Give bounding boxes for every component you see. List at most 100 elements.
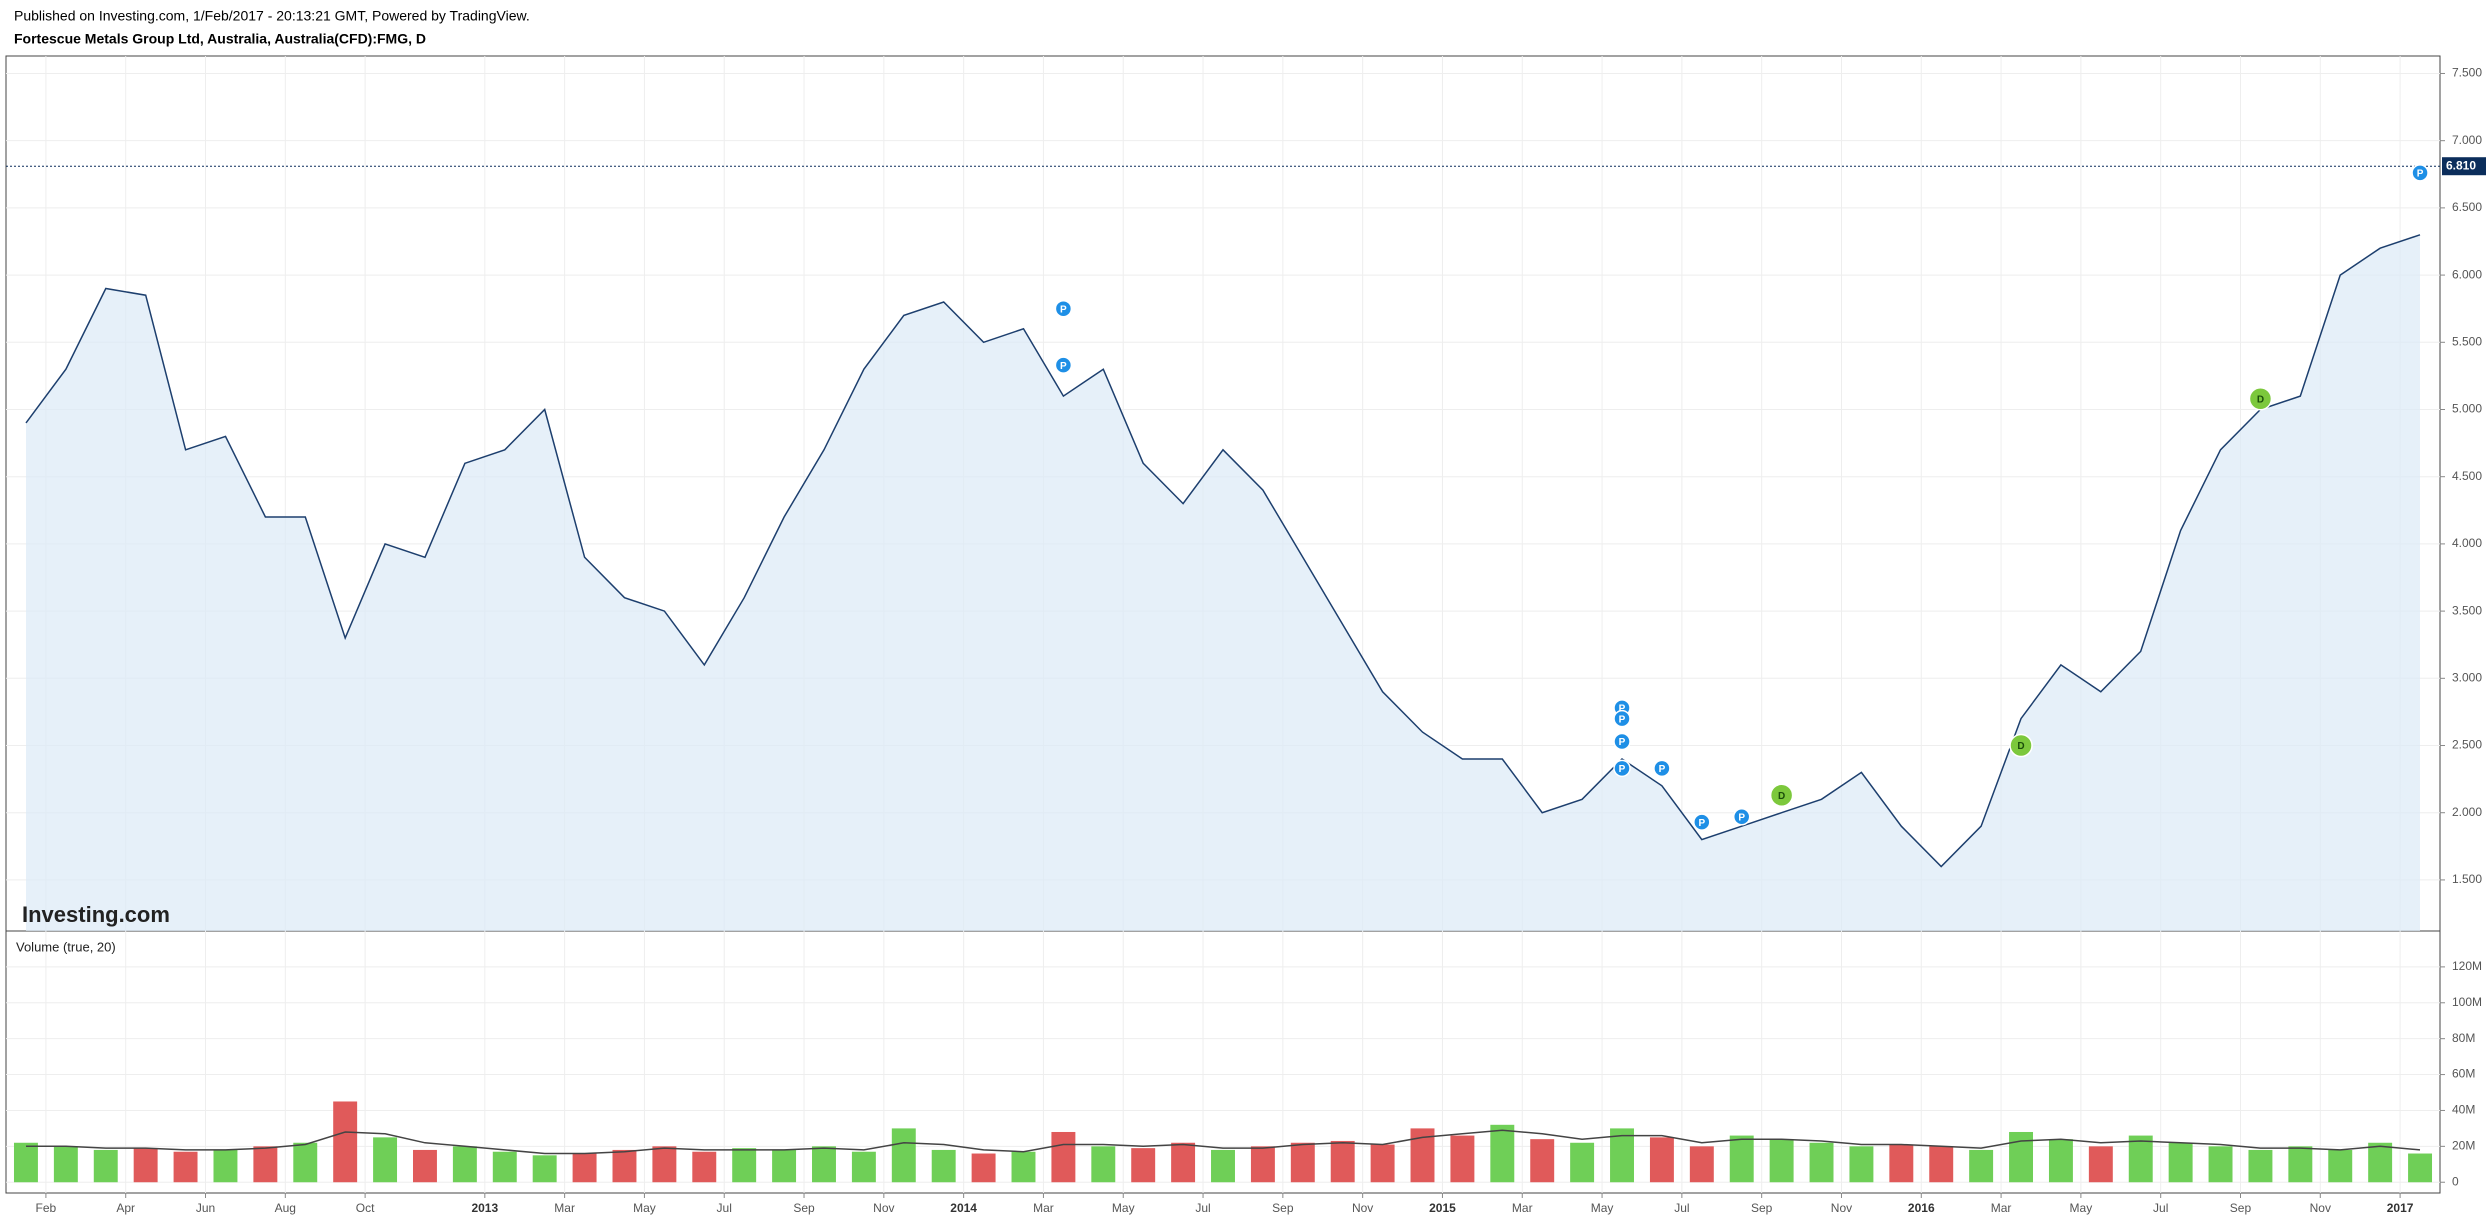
x-tick-label: Jul <box>2153 1201 2168 1215</box>
volume-bar <box>213 1149 238 1183</box>
event-label: P <box>1738 812 1745 823</box>
volume-bar <box>1729 1135 1754 1183</box>
event-marker <box>1693 813 1711 831</box>
event-marker <box>1653 759 1671 778</box>
y-tick-label: 7.500 <box>2452 66 2482 80</box>
volume-bar <box>133 1148 158 1183</box>
event-marker <box>1613 709 1631 728</box>
y-tick-label: 1.500 <box>2452 872 2482 886</box>
x-tick-label: Nov <box>873 1201 894 1215</box>
x-tick-label: Mar <box>1991 1201 2012 1215</box>
event-marker <box>1732 808 1751 826</box>
y-tick-label: 6.500 <box>2452 200 2482 214</box>
x-tick-label: Sep <box>793 1201 815 1215</box>
event-label: P <box>1619 704 1626 715</box>
x-tick-label: 2017 <box>2387 1201 2414 1215</box>
volume-bar <box>1689 1146 1714 1183</box>
volume-bar <box>2288 1146 2313 1183</box>
volume-bar <box>1171 1142 1196 1183</box>
last-price-box <box>2442 157 2486 176</box>
y-tick-label: 7.000 <box>2452 133 2482 147</box>
event-label: P <box>1060 304 1067 315</box>
x-tick-label: Apr <box>116 1201 135 1215</box>
volume-bar <box>2048 1139 2073 1183</box>
volume-bar <box>1769 1139 1794 1183</box>
volume-bar <box>2168 1142 2193 1183</box>
x-tick-label: 2014 <box>950 1201 977 1215</box>
volume-bar <box>1091 1146 1116 1183</box>
volume-bar <box>1330 1140 1355 1183</box>
volume-bar <box>1889 1144 1914 1183</box>
price-area <box>26 234 2420 932</box>
event-label: P <box>2417 169 2424 180</box>
x-tick-label: Nov <box>2310 1201 2331 1215</box>
volume-bar <box>13 1142 38 1183</box>
y-tick-label: 5.000 <box>2452 402 2482 416</box>
x-tick-label: Nov <box>1831 1201 1852 1215</box>
volume-bar <box>492 1151 517 1183</box>
volume-bar <box>1969 1149 1994 1183</box>
y-tick-label: 80M <box>2452 1031 2475 1045</box>
event-label: P <box>1659 764 1666 775</box>
volume-bar <box>1649 1137 1674 1183</box>
volume-bar <box>1211 1149 1235 1183</box>
x-tick-label: Jul <box>717 1201 732 1215</box>
published-note: Published on Investing.com, 1/Feb/2017 -… <box>14 8 530 24</box>
x-tick-label: Mar <box>1512 1201 1533 1215</box>
event-label: P <box>1060 361 1067 372</box>
volume-bar <box>2009 1131 2034 1183</box>
event-marker <box>1613 759 1631 778</box>
y-tick-label: 4.000 <box>2452 536 2482 550</box>
y-tick-label: 40M <box>2452 1103 2475 1117</box>
x-tick-label: Oct <box>356 1201 375 1215</box>
x-tick-label: 2013 <box>471 1201 498 1215</box>
x-tick-label: Sep <box>2230 1201 2252 1215</box>
last-price-label: 6.810 <box>2446 158 2476 172</box>
x-tick-label: Mar <box>1033 1201 1054 1215</box>
volume-bar <box>1809 1142 1834 1183</box>
volume-bar <box>293 1142 318 1183</box>
volume-bar <box>2328 1149 2353 1183</box>
x-tick-label: May <box>1591 1201 1614 1215</box>
x-tick-label: Jun <box>196 1201 215 1215</box>
event-label: P <box>1619 764 1626 775</box>
event-marker <box>2009 733 2033 758</box>
x-tick-label: May <box>633 1201 656 1215</box>
y-tick-label: 3.500 <box>2452 603 2482 617</box>
event-label: D <box>2017 741 2024 752</box>
volume-bar <box>1410 1128 1435 1183</box>
volume-bar <box>412 1149 437 1183</box>
volume-bar <box>612 1149 637 1183</box>
event-label: P <box>1698 818 1705 829</box>
volume-bar <box>652 1146 677 1183</box>
chart-title: Fortescue Metals Group Ltd, Australia, A… <box>14 31 426 47</box>
volume-bar <box>851 1151 876 1183</box>
y-tick-label: 100M <box>2452 995 2482 1009</box>
volume-bar <box>1570 1142 1595 1183</box>
x-tick-label: Mar <box>554 1201 575 1215</box>
volume-bar <box>2368 1142 2393 1183</box>
volume-bar <box>1051 1131 1076 1183</box>
volume-bar <box>572 1153 597 1183</box>
volume-bar <box>253 1146 278 1183</box>
price-line <box>25 234 2421 868</box>
event-label: P <box>1619 737 1626 748</box>
volume-bar <box>891 1128 916 1183</box>
volume-bar <box>532 1155 557 1183</box>
event-marker <box>1054 356 1073 374</box>
volume-title: Volume (true, 20) <box>16 939 116 954</box>
y-tick-label: 4.500 <box>2452 469 2482 483</box>
volume-bar <box>1290 1142 1315 1183</box>
event-marker <box>1769 783 1794 807</box>
volume-bar <box>1131 1148 1156 1183</box>
volume-bar <box>1490 1124 1515 1183</box>
y-tick-label: 2.000 <box>2452 805 2482 819</box>
x-tick-label: Aug <box>275 1201 296 1215</box>
y-tick-label: 2.500 <box>2452 738 2482 752</box>
event-label: D <box>1778 791 1785 802</box>
event-marker <box>2248 386 2273 411</box>
volume-bar <box>452 1146 477 1183</box>
volume-ma-line <box>26 1129 2421 1155</box>
volume-bar <box>173 1151 198 1183</box>
